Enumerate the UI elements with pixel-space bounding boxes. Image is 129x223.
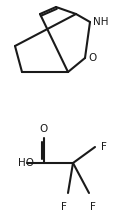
Text: O: O xyxy=(88,53,96,63)
Text: O: O xyxy=(40,124,48,134)
Text: HO: HO xyxy=(18,158,34,168)
Text: F: F xyxy=(90,202,96,212)
Text: F: F xyxy=(101,142,107,152)
Text: NH: NH xyxy=(93,17,108,27)
Text: F: F xyxy=(61,202,67,212)
